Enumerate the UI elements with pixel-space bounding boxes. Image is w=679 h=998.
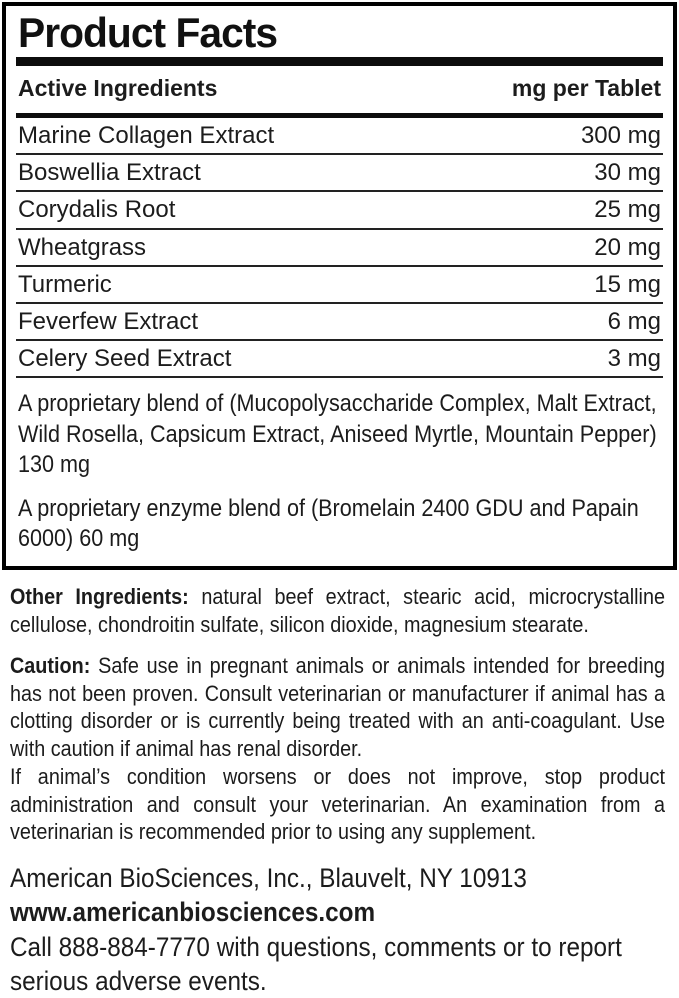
ingredient-name: Wheatgrass <box>18 233 147 261</box>
ingredient-amount: 6 mg <box>607 307 661 335</box>
ingredient-name: Corydalis Root <box>18 196 176 224</box>
column-header-ingredients: Active Ingredients <box>18 75 218 101</box>
proprietary-blend: A proprietary blend of (Mucopolysacchari… <box>18 390 657 478</box>
table-header: Active Ingredients mg per Tablet <box>16 66 663 113</box>
caution-label: Caution: <box>10 652 91 678</box>
ingredient-name: Marine Collagen Extract <box>18 122 275 149</box>
company-address: American BioSciences, Inc., Blauvelt, NY… <box>10 862 527 893</box>
ingredient-name: Boswellia Extract <box>18 159 201 187</box>
contact-info: Call 888-884-7770 with questions, commen… <box>10 931 622 996</box>
product-facts-panel: Product Facts Active Ingredients mg per … <box>2 2 677 571</box>
ingredient-table: Marine Collagen Extract 300 mg Boswellia… <box>16 118 663 379</box>
panel-title: Product Facts <box>18 9 278 56</box>
table-row: Corydalis Root 25 mg <box>16 192 663 230</box>
other-ingredients: Other Ingredients: natural beef extract,… <box>10 583 665 638</box>
ingredient-name: Feverfew Extract <box>18 307 199 335</box>
header-divider <box>16 113 663 118</box>
table-row: Feverfew Extract 6 mg <box>16 304 663 342</box>
column-header-amount: mg per Tablet <box>511 75 661 101</box>
title-divider <box>16 57 663 66</box>
ingredient-amount: 300 mg <box>580 122 661 149</box>
other-ingredients-label: Other Ingredients: <box>10 584 189 610</box>
other-ingredients-text: natural beef extract, stearic acid, micr… <box>10 584 665 638</box>
footer: American BioSciences, Inc., Blauvelt, NY… <box>10 861 665 998</box>
label-lower-section: Other Ingredients: natural beef extract,… <box>2 583 677 998</box>
table-row: Turmeric 15 mg <box>16 267 663 304</box>
ingredient-name: Celery Seed Extract <box>18 345 232 373</box>
table-row: Marine Collagen Extract 300 mg <box>16 118 663 156</box>
caution-continued: If animal’s condition worsens or does no… <box>10 763 665 845</box>
ingredient-amount: 30 mg <box>594 159 661 187</box>
ingredient-amount: 20 mg <box>594 233 661 261</box>
ingredient-amount: 15 mg <box>594 270 661 298</box>
table-row: Wheatgrass 20 mg <box>16 230 663 267</box>
caution-text: Safe use in pregnant animals or animals … <box>10 652 665 762</box>
ingredient-name: Turmeric <box>18 270 112 298</box>
ingredient-amount: 3 mg <box>607 345 661 373</box>
website-url: www.americanbiosciences.com <box>10 897 376 928</box>
table-row: Celery Seed Extract 3 mg <box>16 341 663 379</box>
ingredient-amount: 25 mg <box>594 196 661 224</box>
proprietary-enzyme-blend: A proprietary enzyme blend of (Bromelain… <box>18 495 639 553</box>
table-row: Boswellia Extract 30 mg <box>16 155 663 193</box>
caution: Caution: Safe use in pregnant animals or… <box>10 652 665 763</box>
